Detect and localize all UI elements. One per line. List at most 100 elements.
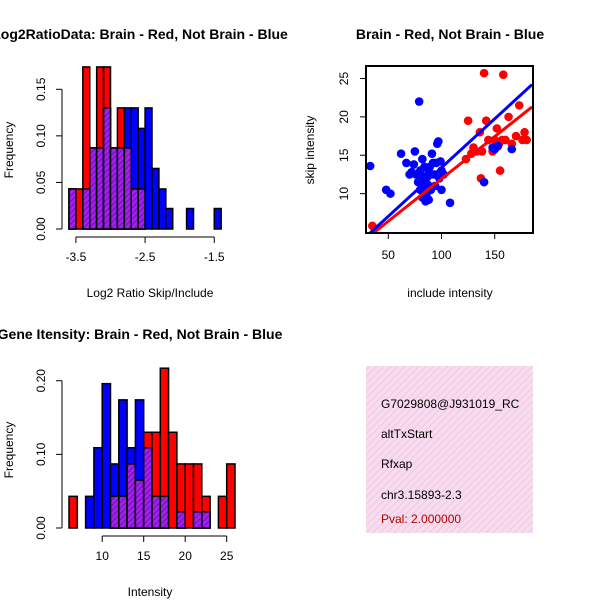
scatter-point-not-brain — [409, 160, 419, 169]
intensity-bar-overlap — [142, 446, 153, 529]
ratio-bar-overlap — [102, 107, 112, 230]
info-gene-symbol: Rfxap — [381, 457, 413, 471]
ratio-bar-overlap — [68, 188, 77, 230]
scatter-plot-area — [367, 68, 532, 232]
intensity-histogram-x-axis: 10 15 20 25 — [96, 535, 234, 563]
scatter-y-tick-label: 25 — [337, 72, 351, 86]
scatter-point-not-brain — [402, 158, 411, 168]
ratio-bar-overlap — [123, 147, 133, 230]
scatter-point-not-brain — [507, 144, 517, 154]
intensity-histogram-bars — [68, 367, 236, 529]
ratio-y-tick-label: 0.15 — [34, 77, 48, 101]
scatter-point-brain — [520, 127, 529, 137]
scatter-point-brain — [498, 70, 508, 79]
scatter-y-tick-label: 20 — [337, 110, 351, 124]
intensity-bar-overlap — [159, 495, 170, 529]
intensity-bar-not-brain — [101, 382, 112, 529]
scatter-point-brain — [504, 112, 513, 122]
ratio-bar-overlap — [89, 147, 98, 230]
ratio-bar-overlap — [137, 188, 146, 230]
intensity-histogram-panel: Gene Itensity: Brain - Red, Not Brain - … — [0, 326, 283, 599]
ratio-bar-not-brain — [213, 207, 222, 230]
scatter-y-tick-label: 15 — [337, 148, 351, 162]
ratio-x-tick-label: -1.5 — [204, 250, 225, 264]
scatter-point-brain — [463, 116, 473, 126]
scatter-point-not-brain — [436, 157, 445, 166]
ratio-bar-overlap — [116, 147, 126, 230]
intensity-x-tick-label: 10 — [96, 549, 110, 563]
intensity-bar-not-brain — [93, 446, 103, 529]
scatter-plot-frame — [365, 65, 534, 234]
intensity-y-tick-label: 0.10 — [34, 442, 48, 466]
scatter-x-tick-label: 150 — [485, 248, 505, 262]
scatter-point-not-brain — [396, 149, 406, 159]
ratio-histogram-title: Log2RatioData: Brain - Red, Not Brain - … — [0, 26, 288, 42]
scatter-point-not-brain — [434, 137, 443, 146]
intensity-bar-not-brain — [84, 495, 95, 529]
scatter-point-brain — [501, 135, 510, 145]
scatter-point-not-brain — [493, 141, 503, 151]
ratio-bar-overlap — [109, 147, 119, 230]
intensity-y-tick-label: 0.00 — [34, 516, 48, 540]
intensity-x-tick-label: 15 — [137, 549, 151, 563]
scatter-point-not-brain — [367, 161, 375, 171]
intensity-bar-overlap — [109, 495, 120, 529]
scatter-fit-line-not-brain — [368, 83, 532, 232]
ratio-bar-overlap — [82, 188, 91, 230]
scatter-point-not-brain — [414, 97, 424, 106]
ratio-histogram-ylabel: Frequency — [2, 122, 16, 179]
info-probe-id: G7029808@J931019_RC — [381, 397, 520, 411]
ratio-y-tick-label: 0.05 — [34, 170, 48, 194]
intensity-bar-overlap — [192, 511, 203, 529]
ratio-y-tick-label: 0.10 — [34, 124, 48, 148]
ratio-bar-not-brain — [185, 207, 195, 230]
ratio-histogram-bars — [68, 66, 222, 230]
ratio-bar-overlap — [95, 147, 105, 230]
intensity-histogram-ylabel: Frequency — [2, 422, 16, 479]
intensity-bar-brain — [167, 431, 178, 529]
info-pval: Pval: 2.000000 — [381, 512, 461, 526]
scatter-point-not-brain — [427, 149, 437, 159]
ratio-bar-not-brain — [144, 107, 153, 230]
scatter-point-not-brain — [437, 185, 446, 195]
scatter-point-not-brain — [479, 177, 489, 187]
info-panel: G7029808@J931019_RC altTxStart Rfxap chr… — [366, 366, 533, 533]
scatter-fit-line-brain — [372, 105, 532, 232]
ratio-x-tick-label: -2.5 — [135, 250, 156, 264]
intensity-bar-brain — [217, 495, 228, 529]
info-event-type: altTxStart — [381, 427, 433, 441]
ratio-bar-brain — [75, 188, 84, 230]
scatter-point-brain — [479, 68, 489, 78]
scatter-xlabel: include intensity — [407, 286, 492, 300]
intensity-histogram-xlabel: Intensity — [128, 585, 173, 599]
intensity-histogram-y-axis: 0.00 0.10 0.20 — [34, 369, 63, 540]
ratio-bar-not-brain — [158, 188, 167, 230]
scatter-point-brain — [522, 135, 531, 145]
scatter-point-not-brain — [418, 154, 427, 164]
scatter-point-brain — [495, 166, 505, 175]
ratio-histogram-xlabel: Log2 Ratio Skip/Include — [87, 286, 214, 300]
intensity-bar-brain — [184, 463, 195, 529]
scatter-point-not-brain — [424, 195, 434, 205]
intensity-y-tick-label: 0.20 — [34, 369, 48, 393]
ratio-y-tick-label: 0.00 — [34, 217, 48, 241]
scatter-point-brain — [511, 131, 521, 141]
intensity-bar-brain — [68, 495, 79, 529]
ratio-histogram-y-axis: 0.00 0.05 0.10 0.15 — [34, 77, 63, 241]
intensity-bar-overlap — [134, 479, 145, 529]
intensity-bar-overlap — [201, 511, 211, 529]
scatter-panel: Brain - Red, Not Brain - Blue 50 100 150 1… — [303, 26, 544, 300]
scatter-point-brain — [492, 124, 502, 133]
scatter-point-not-brain — [410, 147, 420, 156]
ratio-histogram-x-axis: -3.5 -2.5 -1.5 — [66, 236, 225, 264]
intensity-bar-overlap — [176, 511, 186, 529]
intensity-bar-overlap — [151, 495, 162, 529]
scatter-point-brain — [514, 101, 524, 110]
scatter-x-axis: 50 100 150 — [382, 233, 505, 262]
scatter-x-tick-label: 50 — [382, 248, 396, 262]
info-locus: chr3.15893-2.3 — [381, 488, 462, 502]
scatter-y-axis: 10 15 20 25 — [337, 72, 366, 200]
ratio-bar-not-brain — [151, 167, 160, 230]
scatter-ylabel: skip intensity — [303, 116, 317, 185]
ratio-bar-overlap — [130, 188, 139, 230]
